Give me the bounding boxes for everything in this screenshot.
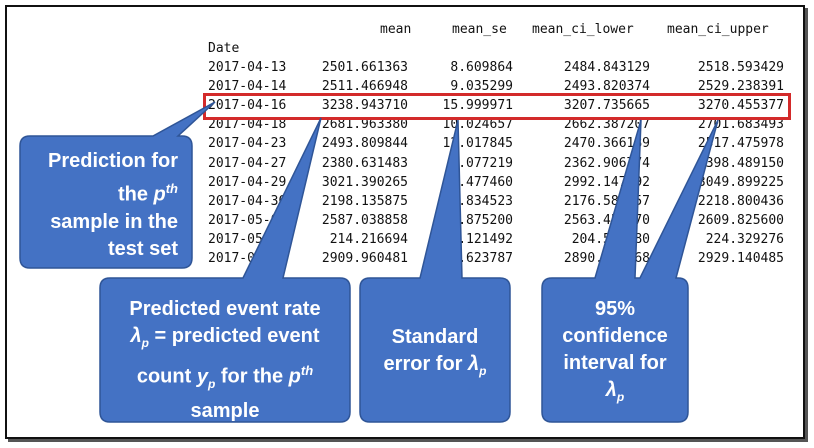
- row-value: 9.035299: [450, 79, 513, 95]
- callout-event-rate-shape: [99, 117, 351, 423]
- col-header-ci-lower: mean_ci_lower: [532, 22, 634, 37]
- row-value: 2511.466948: [321, 79, 408, 95]
- callout-prediction-line-2: the pth: [117, 181, 178, 206]
- row-value: 2518.593429: [697, 60, 784, 75]
- row-value: 2587.038858: [321, 212, 408, 228]
- row-value: 2517.475978: [697, 136, 784, 152]
- row-value: 5.121492: [450, 231, 513, 247]
- row-value: 2380.631483: [321, 155, 408, 171]
- callout-prediction: Prediction for the pth sample in the tes…: [26, 148, 178, 263]
- row-value: 2529.238391: [697, 79, 784, 95]
- callout-event-rate-line-4: sample: [190, 399, 260, 422]
- row-value: 2701.683493: [697, 117, 784, 133]
- callout-conf-line-2: confidence: [562, 325, 668, 347]
- row-value: 3270.455377: [697, 98, 784, 114]
- row-value: 2484.843129: [563, 60, 650, 75]
- callout-std-error-line-2: error for λp: [383, 353, 487, 378]
- col-header-mean: mean: [380, 22, 412, 37]
- row-value: 214.216694: [329, 231, 408, 247]
- callout-conf-line-4: λp: [605, 379, 625, 404]
- row-value: 2909.960481: [321, 251, 408, 266]
- row-value: 2198.135875: [321, 193, 408, 209]
- row-value: 2493.809844: [321, 136, 408, 152]
- row-value: 2218.800436: [697, 193, 784, 209]
- row-value: 2398.489150: [697, 155, 784, 171]
- callout-event-rate-line-1: Predicted event rate: [129, 298, 321, 320]
- row-date: 2017-04-13: [208, 60, 287, 75]
- row-value: 2662.387207: [563, 117, 650, 133]
- row-date: 2017-04-23: [208, 136, 287, 152]
- row-value: 224.329276: [705, 231, 784, 247]
- row-date: 2017-04-29: [208, 174, 287, 190]
- callout-conf-interval-shape: [541, 119, 719, 423]
- row-date: 2017-04-27: [208, 155, 287, 171]
- row-value: 3049.899225: [697, 174, 784, 190]
- row-value: 8.609864: [450, 60, 513, 75]
- callout-conf-line-1: 95%: [594, 298, 636, 320]
- col-header-mean-se: mean_se: [452, 22, 507, 37]
- row-value: 3021.390265: [321, 174, 408, 190]
- row-value: 12.017845: [442, 136, 513, 152]
- callout-conf-line-3: interval for: [563, 352, 667, 374]
- callout-prediction-line-1: Prediction for: [47, 150, 178, 172]
- callout-conf-interval: 95% confidence interval for λp: [544, 296, 686, 411]
- callout-std-error: Standard error for λp: [362, 324, 508, 385]
- row-value: 2681.963380: [321, 117, 408, 133]
- row-value: 2609.825600: [697, 212, 784, 228]
- row-value: 2493.820374: [563, 79, 650, 95]
- callout-std-error-line-1: Standard: [391, 326, 479, 348]
- row-value: 10.024657: [442, 117, 513, 133]
- row-value: 3238.943710: [321, 98, 408, 114]
- row-value: 9.077219: [450, 155, 513, 171]
- row-value: 9.623787: [450, 251, 513, 266]
- callout-std-error-shape: [359, 119, 511, 423]
- row-date: 2017-04-18: [208, 117, 287, 133]
- callout-event-rate: Predicted event rate λp = predicted even…: [104, 296, 346, 425]
- index-label: Date: [208, 41, 240, 56]
- callout-event-rate-line-3: count yp for the pth: [136, 363, 314, 391]
- row-value: 2929.140485: [697, 251, 784, 266]
- row-value: 15.999971: [442, 98, 513, 114]
- row-date: 2017-04-16: [208, 98, 287, 114]
- row-date: 2017-05-01: [208, 212, 287, 228]
- row-value: 2470.366189: [563, 136, 650, 152]
- callout-event-rate-line-2: λp = predicted event: [130, 325, 320, 350]
- callout-prediction-line-4: test set: [107, 237, 178, 260]
- row-value: 3207.735665: [563, 98, 650, 114]
- row-date: 2017-04-30: [208, 193, 287, 209]
- row-date: 2017-04-14: [208, 79, 287, 95]
- callout-prediction-shape: [19, 101, 216, 269]
- highlighted-row-outline: [203, 93, 791, 120]
- row-value: 2501.661363: [321, 60, 408, 75]
- callout-prediction-line-3: sample in the: [50, 210, 178, 233]
- col-header-ci-upper: mean_ci_upper: [667, 22, 769, 37]
